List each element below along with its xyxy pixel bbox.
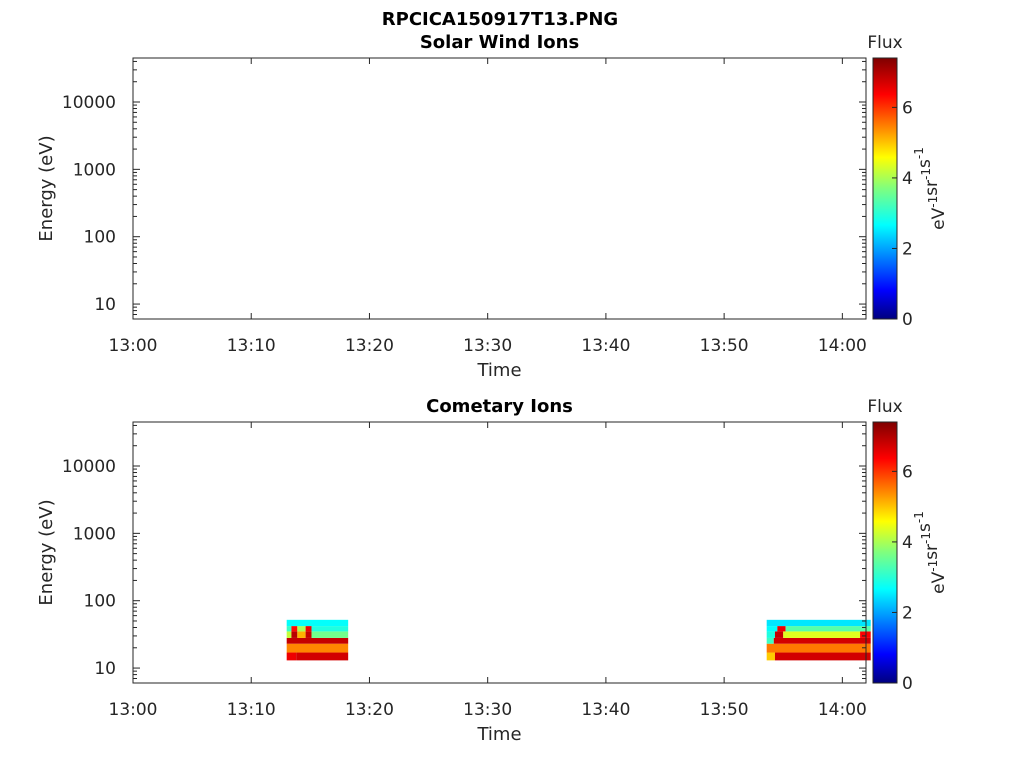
heatmap-cell — [286, 652, 297, 661]
x-tick-label: 13:30 — [463, 336, 512, 356]
heatmap-cell — [766, 637, 774, 644]
plot-frame — [132, 421, 867, 684]
unit-exponent: -1 — [912, 511, 926, 523]
colorbar-tick-label: 0 — [902, 674, 913, 694]
unit-exponent: -1 — [912, 147, 926, 159]
x-tick-label: 13:40 — [581, 336, 630, 356]
colorbar-unit-label: eV-1sr-1s-1 — [912, 147, 949, 230]
colorbar-tick-label: 4 — [902, 169, 913, 189]
y-tick-label: 100 — [84, 592, 116, 612]
x-axis-label: Time — [476, 360, 521, 381]
heatmap-cell — [785, 626, 871, 632]
x-axis-label: Time — [476, 724, 521, 745]
heatmap-cell — [860, 631, 871, 638]
unit-exponent: -1 — [926, 560, 940, 572]
x-tick-label: 13:40 — [581, 700, 630, 720]
heatmap-cell — [305, 631, 312, 638]
cometary-ions-panel: Cometary Ions 13:00 13:10 13:20 13:30 13:40 13… — [36, 396, 949, 745]
heatmap-cell — [286, 626, 292, 632]
y-axis-label: Energy (eV) — [36, 499, 57, 605]
x-tick-label: 13:10 — [227, 336, 276, 356]
heatmap-cell — [297, 626, 306, 632]
x-tick-label: 13:50 — [700, 700, 749, 720]
heatmap-cell — [766, 652, 775, 661]
heatmap-cell — [296, 652, 349, 661]
x-tick-label: 13:00 — [109, 700, 158, 720]
heatmap-cell — [766, 619, 871, 627]
colorbar-unit-label: eV-1sr-1s-1 — [912, 511, 949, 594]
heatmap-cell — [766, 643, 871, 653]
solar-wind-ions-panel: Solar Wind Ions 13:00 13:10 13:20 13:30 13:40… — [36, 32, 949, 381]
unit-exponent: -1 — [919, 168, 933, 180]
heatmap-cell — [783, 631, 861, 638]
heatmap-cell — [305, 626, 312, 632]
heatmap-cell — [311, 631, 349, 638]
heatmap-cell — [774, 631, 784, 638]
heatmap-cell — [773, 637, 871, 644]
colorbar-title: Flux — [867, 397, 902, 417]
heatmap-cell — [286, 619, 349, 627]
figure-title: RPCICA150917T13.PNG — [382, 9, 618, 30]
unit-exponent: -1 — [919, 532, 933, 544]
colorbar-tick-label: 2 — [902, 603, 913, 623]
y-tick-label: 100 — [84, 228, 116, 248]
colorbar-title: Flux — [867, 33, 902, 53]
x-tick-label: 14:00 — [818, 336, 867, 356]
unit-base: eV — [929, 207, 949, 229]
x-tick-label: 13:20 — [345, 700, 394, 720]
y-tick-label: 10 — [94, 295, 116, 315]
heatmap-cell — [286, 637, 349, 644]
heatmap-cell — [286, 631, 292, 638]
y-tick-label: 1000 — [73, 524, 116, 544]
x-tick-label: 14:00 — [818, 700, 867, 720]
colorbar — [872, 421, 898, 684]
colorbar-tick-label: 0 — [902, 310, 913, 330]
heatmap-cell — [291, 626, 298, 632]
unit-base: sr — [922, 180, 942, 196]
unit-exponent: -1 — [926, 196, 940, 208]
y-tick-label: 10000 — [62, 93, 116, 113]
x-tick-label: 13:50 — [700, 336, 749, 356]
y-tick-label: 10000 — [62, 457, 116, 477]
plot-frame — [132, 57, 867, 320]
unit-base: eV — [929, 571, 949, 593]
colorbar-tick-label: 6 — [902, 462, 913, 482]
x-tick-label: 13:00 — [109, 336, 158, 356]
heatmap-cell — [286, 643, 349, 653]
heatmap-cells — [286, 619, 871, 661]
heatmap-cell — [297, 631, 306, 638]
y-axis-label: Energy (eV) — [36, 135, 57, 241]
x-tick-label: 13:30 — [463, 700, 512, 720]
colorbar-tick-label: 2 — [902, 239, 913, 259]
y-tick-label: 1000 — [73, 160, 116, 180]
unit-base: sr — [922, 544, 942, 560]
heatmap-cell — [766, 631, 775, 638]
heatmap-cell — [291, 631, 298, 638]
unit-base: s — [915, 523, 935, 532]
y-tick-label: 10 — [94, 659, 116, 679]
unit-base: s — [915, 159, 935, 168]
panel-title: Solar Wind Ions — [420, 32, 579, 53]
heatmap-cell — [311, 626, 349, 632]
panel-title: Cometary Ions — [426, 396, 573, 417]
x-tick-label: 13:10 — [227, 700, 276, 720]
colorbar-tick-label: 6 — [902, 98, 913, 118]
x-tick-label: 13:20 — [345, 336, 394, 356]
heatmap-cell — [766, 626, 778, 632]
heatmap-cell — [774, 652, 871, 661]
colorbar — [872, 57, 898, 320]
colorbar-tick-label: 4 — [902, 533, 913, 553]
heatmap-cell — [777, 626, 786, 632]
